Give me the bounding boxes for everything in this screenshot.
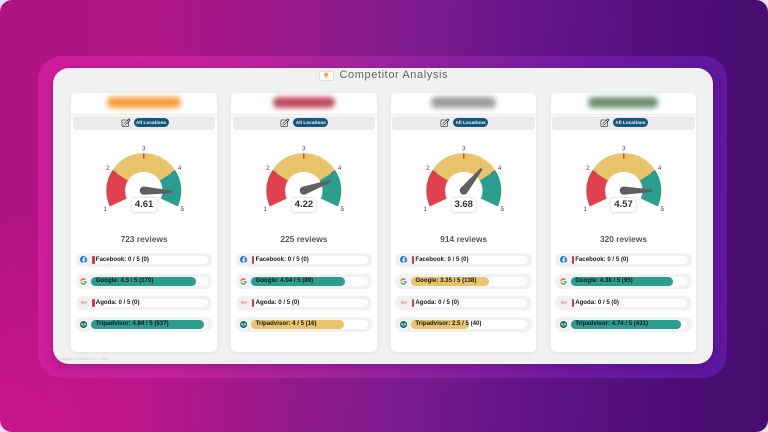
svg-text:5: 5 — [660, 206, 664, 213]
svg-text:3: 3 — [622, 146, 626, 153]
svg-text:5: 5 — [341, 206, 345, 213]
svg-text:2: 2 — [106, 165, 110, 172]
svg-text:1: 1 — [423, 206, 427, 213]
svg-text:1: 1 — [104, 206, 108, 213]
svg-text:3: 3 — [142, 146, 146, 153]
svg-text:2: 2 — [426, 165, 430, 172]
svg-text:4: 4 — [338, 165, 342, 172]
svg-text:4: 4 — [178, 165, 182, 172]
svg-text:1: 1 — [583, 206, 587, 213]
svg-text:2: 2 — [586, 165, 590, 172]
svg-text:1: 1 — [264, 206, 268, 213]
svg-text:4: 4 — [658, 165, 662, 172]
svg-text:4: 4 — [498, 165, 502, 172]
svg-text:3: 3 — [462, 146, 466, 153]
svg-text:3: 3 — [302, 146, 306, 153]
svg-text:2: 2 — [266, 165, 270, 172]
svg-text:5: 5 — [500, 206, 504, 213]
svg-text:5: 5 — [181, 206, 185, 213]
